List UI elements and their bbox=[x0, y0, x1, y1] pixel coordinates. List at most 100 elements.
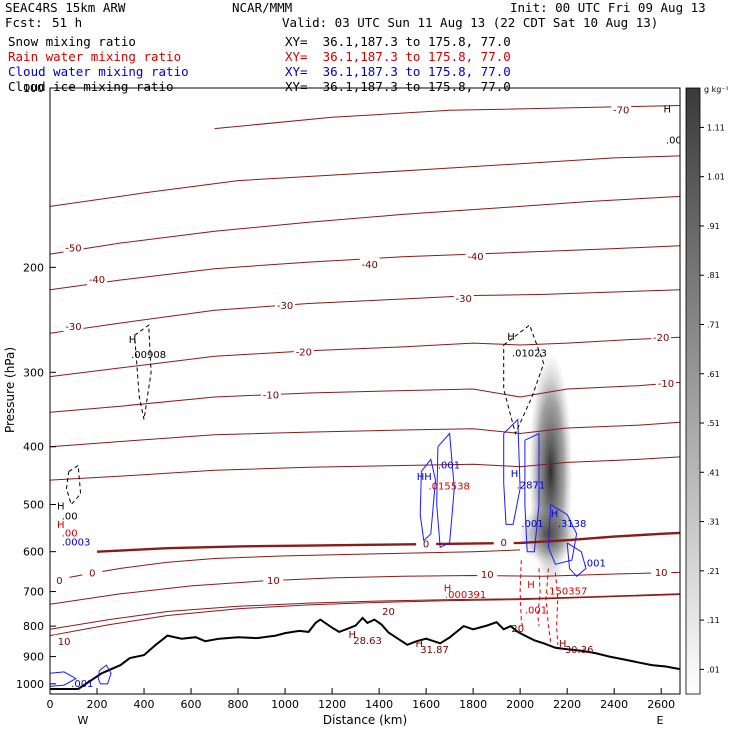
temperature-contour bbox=[50, 571, 680, 605]
extremum-label: .00908 bbox=[131, 350, 166, 361]
extremum-label: H bbox=[507, 332, 515, 343]
extremum-label: H bbox=[444, 584, 452, 595]
colorbar-tick-label: .11 bbox=[707, 616, 720, 625]
x-tick-label: 1000 bbox=[271, 698, 299, 711]
y-tick-label: 900 bbox=[23, 651, 44, 664]
extremum-label: H bbox=[527, 580, 535, 591]
extremum-label: HH bbox=[417, 472, 432, 483]
field-cloudice-xy: XY= 36.1,187.3 to 175.8, 77.0 bbox=[285, 79, 511, 94]
extremum-label: .015538 bbox=[428, 482, 469, 493]
contour-label-bg bbox=[263, 573, 284, 586]
contour-label-bg bbox=[82, 566, 103, 579]
x-tick-label: 0 bbox=[47, 698, 54, 711]
extremum-label: H bbox=[664, 105, 672, 116]
contour-label: 20 bbox=[382, 607, 395, 618]
fcst-label: Fcst: bbox=[5, 15, 43, 30]
contour-label-bg bbox=[453, 291, 474, 304]
temperature-contour bbox=[50, 456, 680, 481]
temperature-contour bbox=[50, 593, 680, 630]
contour-label-bg bbox=[275, 298, 296, 311]
x-tick-label: 2000 bbox=[506, 698, 534, 711]
contour-label: -30 bbox=[277, 301, 293, 312]
temperature-contour bbox=[50, 289, 680, 334]
extremum-label: H bbox=[511, 469, 519, 480]
extremum-label: .00 bbox=[62, 512, 78, 523]
field-snow-name: Snow mixing ratio bbox=[8, 34, 136, 49]
y-tick-label: 1000 bbox=[16, 678, 44, 691]
x-tick-label: 2600 bbox=[647, 698, 675, 711]
extremum-label: .00 bbox=[62, 529, 78, 540]
x-tick-label: 2200 bbox=[553, 698, 581, 711]
extremum-label: .0003 bbox=[62, 538, 91, 549]
cloud-water-contour bbox=[524, 432, 540, 553]
temperature-contour bbox=[50, 155, 680, 207]
colorbar-tick-label: .01 bbox=[707, 665, 720, 674]
x-axis-label: Distance (km) bbox=[323, 713, 407, 727]
field-cloudwater-name: Cloud water mixing ratio bbox=[8, 64, 189, 79]
temperature-contour bbox=[50, 421, 680, 448]
extremum-label: .001 bbox=[525, 606, 547, 617]
colorbar-tick-label: 1.11 bbox=[707, 123, 725, 132]
extremum-label: .001 bbox=[584, 558, 606, 569]
y-axis-label: Pressure (hPa) bbox=[3, 347, 17, 433]
contour-label-bg bbox=[378, 604, 399, 617]
contour-label: 10 bbox=[655, 568, 668, 579]
extremum-label: .2871 bbox=[517, 480, 546, 491]
x-tick-label: 800 bbox=[228, 698, 249, 711]
contour-label-bg bbox=[416, 537, 437, 550]
field-cloudwater-xy: XY= 36.1,187.3 to 175.8, 77.0 bbox=[285, 64, 511, 79]
rain-water-contour bbox=[519, 560, 523, 627]
contour-label-bg bbox=[63, 241, 84, 254]
init-time: Init: 00 UTC Fri 09 Aug 13 bbox=[510, 0, 706, 15]
east-label: E bbox=[657, 714, 664, 727]
cloud-water-contour bbox=[97, 664, 112, 685]
colorbar-tick-label: .81 bbox=[707, 271, 720, 280]
x-tick-label: 400 bbox=[134, 698, 155, 711]
extremum-label: 28.63 bbox=[353, 636, 382, 647]
contour-label-bg bbox=[651, 331, 672, 344]
field-rain-name: Rain water mixing ratio bbox=[8, 49, 182, 64]
temperature-contour bbox=[50, 336, 680, 378]
colorbar-tick-label: .31 bbox=[707, 518, 720, 527]
contour-label: 0 bbox=[501, 538, 507, 549]
temperature-contour bbox=[50, 195, 680, 255]
contour-label: 10 bbox=[267, 576, 280, 587]
contour-label-bg bbox=[50, 573, 70, 586]
colorbar-unit: g kg⁻¹ bbox=[704, 85, 729, 94]
colorbar bbox=[685, 87, 701, 695]
contour-label-bg bbox=[260, 388, 281, 401]
rain-water-contour bbox=[537, 568, 541, 627]
rain-water-contour bbox=[545, 568, 552, 642]
extremum-label: H bbox=[551, 509, 559, 520]
contour-label: -30 bbox=[456, 294, 472, 305]
precip-shading bbox=[518, 503, 579, 564]
contour-label: 0 bbox=[423, 540, 429, 551]
colorbar-tick-label: .51 bbox=[707, 419, 720, 428]
temperature-contour bbox=[50, 381, 680, 413]
y-tick-label: 600 bbox=[23, 546, 44, 559]
extremum-label: H bbox=[57, 520, 65, 531]
x-tick-label: 1200 bbox=[318, 698, 346, 711]
contour-label-bg bbox=[477, 568, 498, 581]
extremum-label: H bbox=[129, 335, 137, 346]
x-tick-label: 200 bbox=[87, 698, 108, 711]
west-label: W bbox=[78, 714, 89, 727]
field-snow-xy: XY= 36.1,187.3 to 175.8, 77.0 bbox=[285, 34, 511, 49]
snow-ice-contour bbox=[134, 324, 152, 420]
y-tick-label: 500 bbox=[23, 498, 44, 511]
temperature-contour bbox=[50, 245, 680, 291]
cloud-water-contour bbox=[50, 671, 77, 687]
contour-label-bg bbox=[493, 535, 514, 548]
center-name: NCAR/MMM bbox=[232, 0, 293, 15]
contour-label: -30 bbox=[65, 322, 81, 333]
x-tick-label: 600 bbox=[181, 698, 202, 711]
x-tick-label: 2400 bbox=[600, 698, 628, 711]
y-tick-label: 100 bbox=[23, 82, 44, 95]
y-tick-label: 300 bbox=[23, 366, 44, 379]
contour-label: -50 bbox=[65, 244, 81, 255]
contour-label: -40 bbox=[362, 260, 378, 271]
snow-ice-contour bbox=[65, 464, 82, 506]
x-tick-label: 1400 bbox=[365, 698, 393, 711]
cloud-water-contour bbox=[547, 504, 578, 565]
terrain-line bbox=[50, 616, 680, 690]
